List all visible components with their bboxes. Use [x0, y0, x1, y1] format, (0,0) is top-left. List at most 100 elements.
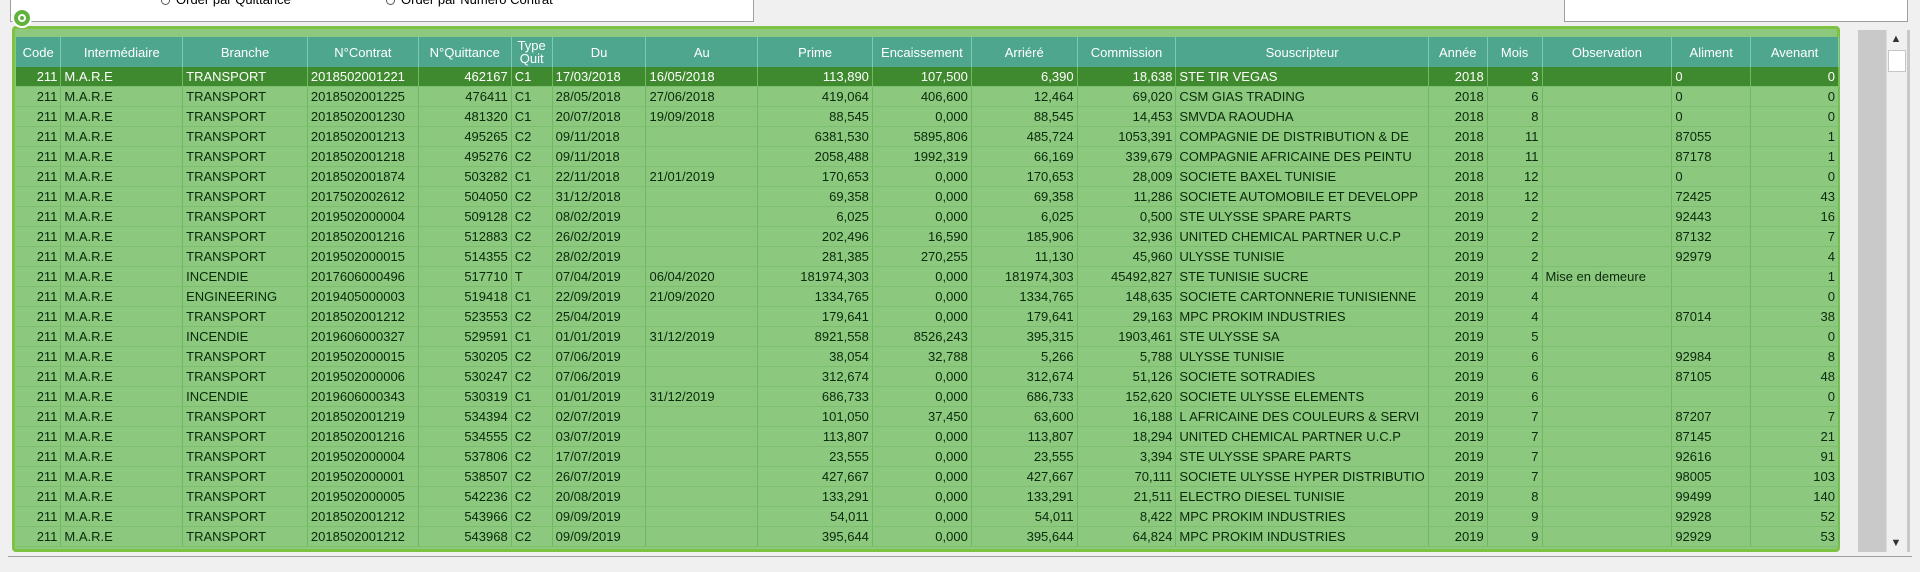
vertical-scrollbar[interactable]	[1886, 30, 1907, 552]
column-header[interactable]: N°Contrat	[307, 37, 419, 67]
table-row[interactable]: 211 M.A.R.E TRANSPORT 2019502000001 538507 C2…	[16, 466, 1839, 487]
table-cell: M.A.R.E	[60, 266, 184, 287]
table-cell: TRANSPORT	[182, 366, 308, 387]
table-row[interactable]: 211 M.A.R.E TRANSPORT 2018502001216 512883 C2…	[16, 226, 1839, 247]
table-cell: 92929	[1671, 526, 1752, 547]
table-cell: 8,422	[1077, 506, 1177, 527]
table-cell: M.A.R.E	[60, 126, 184, 147]
table-cell: C2	[511, 486, 553, 507]
column-header[interactable]: Du	[552, 37, 647, 67]
table-row[interactable]: 211 M.A.R.E TRANSPORT 2018502001230 481320 C1…	[16, 106, 1839, 127]
column-header[interactable]: Branche	[182, 37, 308, 67]
table-cell: 211	[16, 406, 62, 427]
table-cell: 0,000	[872, 506, 972, 527]
table-cell: C2	[511, 226, 553, 247]
table-cell: TRANSPORT	[182, 186, 308, 207]
column-header[interactable]: Souscripteur	[1175, 37, 1429, 67]
table-cell	[1542, 206, 1673, 227]
table-row[interactable]: 211 M.A.R.E INCENDIE 2017606000496 517710 T 07…	[16, 266, 1839, 287]
column-header[interactable]: Type Quit	[511, 37, 553, 67]
column-header[interactable]: Au	[645, 37, 759, 67]
order-contrat-radio[interactable]: Order par Numéro Contrat	[386, 0, 553, 7]
order-quittance-radio[interactable]: Order par Quittance	[161, 0, 291, 7]
table-row[interactable]: 211 M.A.R.E TRANSPORT 2018502001218 495276 C2…	[16, 146, 1839, 167]
table-row[interactable]: 211 M.A.R.E TRANSPORT 2018502001213 495265 C2…	[16, 126, 1839, 147]
table-row[interactable]: 211 M.A.R.E TRANSPORT 2019502000006 530247 C2…	[16, 366, 1839, 387]
table-row[interactable]: 211 M.A.R.E TRANSPORT 2018502001874 503282 C1…	[16, 166, 1839, 187]
table-cell: 92979	[1671, 246, 1752, 267]
table-cell	[1671, 266, 1752, 287]
table-cell: 09/11/2018	[552, 126, 647, 147]
table-cell: 87105	[1671, 366, 1752, 387]
table-cell: 0,000	[872, 206, 972, 227]
column-header[interactable]: Avenant	[1750, 37, 1839, 67]
table-cell: 519418	[418, 286, 512, 307]
table-row[interactable]: 211 M.A.R.E INCENDIE 2019606000343 530319 C1 0…	[16, 386, 1839, 407]
table-cell: MPC PROKIM INDUSTRIES	[1175, 526, 1429, 547]
table-row[interactable]: 211 M.A.R.E TRANSPORT 2017502002612 504050 C2…	[16, 186, 1839, 207]
table-cell: M.A.R.E	[60, 166, 184, 187]
table-cell: 26/02/2019	[552, 226, 647, 247]
column-header[interactable]: Code	[16, 37, 62, 67]
table-cell: M.A.R.E	[60, 526, 184, 547]
table-cell: M.A.R.E	[60, 466, 184, 487]
table-cell: 2019502000001	[307, 466, 419, 487]
column-header[interactable]: Aliment	[1671, 37, 1752, 67]
table-row[interactable]: 211 M.A.R.E TRANSPORT 2019502000015 514355 C2…	[16, 246, 1839, 267]
table-cell: 686,733	[757, 386, 873, 407]
table-cell: 6,390	[971, 67, 1078, 87]
table-row[interactable]: 211 M.A.R.E TRANSPORT 2019502000005 542236 C2…	[16, 486, 1839, 507]
table-row[interactable]: 211 M.A.R.E TRANSPORT 2018502001225 476411 C1…	[16, 86, 1839, 107]
table-row[interactable]: 211 M.A.R.E TRANSPORT 2019502000004 509128 C2…	[16, 206, 1839, 227]
column-header[interactable]: Prime	[757, 37, 873, 67]
table-row[interactable]: 211 M.A.R.E TRANSPORT 2018502001212 543966 C2…	[16, 506, 1839, 527]
table-cell: 4	[1750, 246, 1839, 267]
table-row[interactable]: 211 M.A.R.E INCENDIE 2019606000327 529591 C1 0…	[16, 326, 1839, 347]
column-header[interactable]: Intermédiaire	[60, 37, 184, 67]
table-row[interactable]: 211 M.A.R.E TRANSPORT 2018502001212 543968 C2…	[16, 526, 1839, 547]
table-cell: 6	[1487, 86, 1543, 107]
column-header[interactable]: Année	[1428, 37, 1488, 67]
table-cell: 87178	[1671, 146, 1752, 167]
scroll-thumb[interactable]	[1888, 50, 1906, 72]
table-cell: 7	[1750, 406, 1839, 427]
table-cell	[1542, 506, 1673, 527]
table-cell: 6	[1487, 386, 1543, 407]
table-cell: 504050	[418, 186, 512, 207]
table-cell: 92616	[1671, 446, 1752, 467]
table-cell: 16	[1750, 206, 1839, 227]
data-grid[interactable]: Code Intermédiaire Branche N°Contrat N°Quitt…	[16, 37, 1839, 548]
table-cell: 92443	[1671, 206, 1752, 227]
grid-options-icon[interactable]	[12, 8, 32, 28]
table-cell	[645, 366, 759, 387]
table-row[interactable]: 211 M.A.R.E TRANSPORT 2018502001219 534394 C2…	[16, 406, 1839, 427]
table-cell: 03/07/2019	[552, 426, 647, 447]
table-cell: 170,653	[971, 166, 1078, 187]
column-header[interactable]: N°Quittance	[418, 37, 512, 67]
table-cell: 2018502001230	[307, 106, 419, 127]
column-header[interactable]: Commission	[1077, 37, 1177, 67]
table-row[interactable]: 211 M.A.R.E TRANSPORT 2019502000015 530205 C2…	[16, 346, 1839, 367]
table-row[interactable]: 211 M.A.R.E TRANSPORT 2018502001212 523553 C2…	[16, 306, 1839, 327]
table-cell: 2019	[1428, 286, 1488, 307]
table-cell: 2019502000004	[307, 446, 419, 467]
table-row[interactable]: 211 M.A.R.E ENGINEERING 2019405000003 519418…	[16, 286, 1839, 307]
table-row[interactable]: 211 M.A.R.E TRANSPORT 2018502001216 534555 C2…	[16, 426, 1839, 447]
column-header[interactable]: Arriéré	[971, 37, 1078, 67]
table-cell: T	[511, 266, 553, 287]
column-header[interactable]: Encaissement	[872, 37, 972, 67]
table-cell: 2	[1487, 206, 1543, 227]
column-header[interactable]: Observation	[1542, 37, 1673, 67]
table-row[interactable]: 211 M.A.R.E TRANSPORT 2018502001221 462167 C1…	[16, 67, 1839, 87]
scroll-up-icon[interactable]: ▲	[1890, 33, 1902, 45]
table-row[interactable]: 211 M.A.R.E TRANSPORT 2019502000004 537806 C2…	[16, 446, 1839, 467]
table-cell: 211	[16, 386, 62, 407]
table-cell: 11,130	[971, 246, 1078, 267]
table-cell	[1542, 346, 1673, 367]
column-header[interactable]: Mois	[1487, 37, 1543, 67]
table-cell: 66,169	[971, 146, 1078, 167]
scroll-down-icon[interactable]: ▼	[1890, 537, 1902, 549]
table-cell: 2018	[1428, 126, 1488, 147]
table-cell: 427,667	[757, 466, 873, 487]
table-cell: C2	[511, 506, 553, 527]
